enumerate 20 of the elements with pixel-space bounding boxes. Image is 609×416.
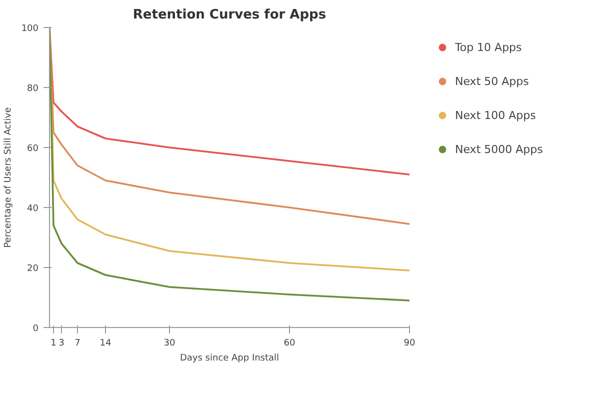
chart-title: Retention Curves for Apps [132, 8, 326, 22]
y-tick-label: 80 [27, 84, 39, 94]
legend-label: Next 5000 Apps [455, 142, 543, 156]
legend-label: Top 10 Apps [455, 40, 522, 54]
y-tick-label: 0 [32, 324, 39, 334]
x-tick-label: 1 [50, 338, 56, 348]
y-tick-label: 20 [27, 264, 39, 274]
x-tick-label: 3 [58, 338, 64, 348]
x-tick-label: 14 [100, 338, 112, 348]
x-tick-label: 30 [164, 338, 176, 348]
x-tick-label: 7 [74, 338, 80, 348]
y-tick-label: 60 [27, 144, 39, 154]
legend-label: Next 50 Apps [455, 74, 529, 88]
x-tick-label: 60 [284, 338, 296, 348]
y-axis-title: Percentage of Users Still Active [3, 106, 14, 248]
y-tick-label: 40 [27, 204, 39, 214]
x-tick-label: 90 [404, 338, 416, 348]
legend-label: Next 100 Apps [455, 108, 536, 122]
y-tick-label: 100 [21, 24, 39, 34]
x-axis-title: Days since App Install [180, 354, 280, 364]
